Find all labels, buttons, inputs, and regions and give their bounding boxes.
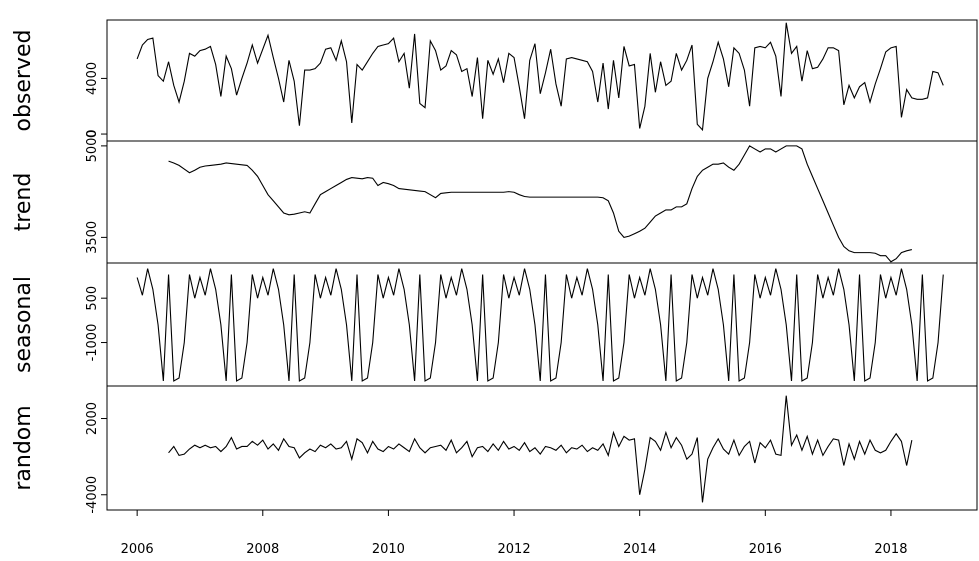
x-tick-label: 2018 (874, 542, 907, 557)
series-line (136, 22, 944, 132)
y-tick-label: 0 (85, 130, 100, 138)
x-tick-label: 2016 (749, 542, 782, 557)
series-line (168, 395, 913, 503)
y-axis-title: observed (11, 30, 36, 132)
x-tick-label: 2012 (498, 542, 531, 557)
x-tick-label: 2014 (623, 542, 656, 557)
y-tick-label: -4000 (85, 476, 100, 514)
y-axis-title: trend (11, 173, 36, 232)
x-tick-label: 2010 (372, 542, 405, 557)
y-axis-title: seasonal (11, 276, 36, 373)
y-tick-label: 3500 (85, 221, 100, 254)
series-line (168, 145, 912, 263)
panel-frame (106, 140, 978, 264)
panel-frame (106, 262, 978, 387)
y-tick-label: 4000 (85, 62, 100, 95)
x-tick-label: 2006 (121, 542, 154, 557)
y-tick-label: 2000 (85, 402, 100, 435)
x-tick-label: 2008 (246, 542, 279, 557)
series-line (136, 268, 944, 382)
y-tick-label: -1000 (85, 324, 100, 362)
y-tick-label: 500 (85, 286, 100, 311)
panel-frame (106, 19, 978, 142)
y-axis-title: random (11, 405, 36, 490)
y-tick-label: 5000 (85, 129, 100, 162)
